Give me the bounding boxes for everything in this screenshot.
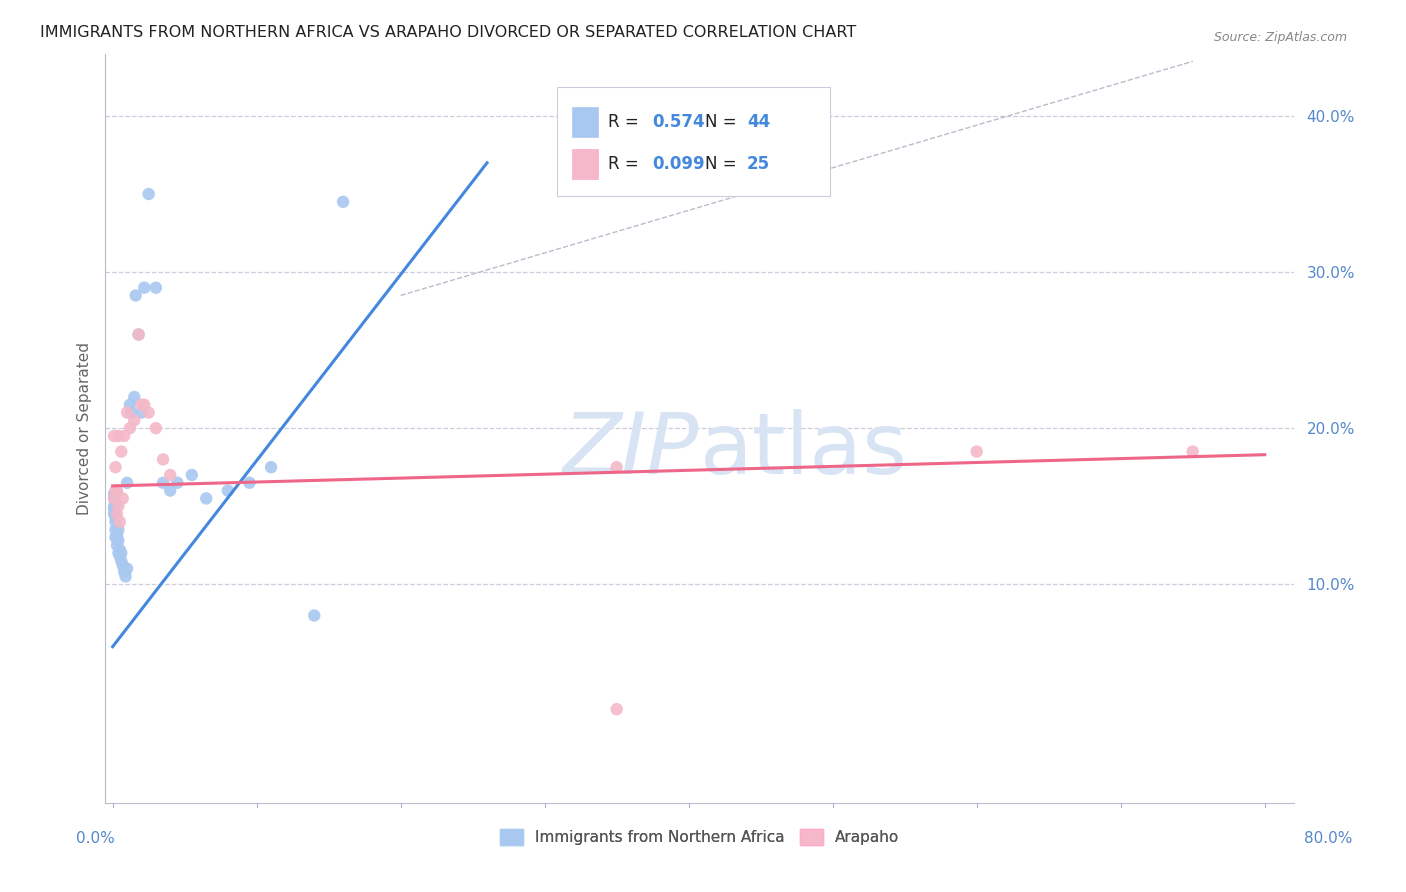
Point bbox=[103, 429, 125, 443]
FancyBboxPatch shape bbox=[572, 149, 599, 178]
Point bbox=[115, 405, 138, 420]
Point bbox=[260, 460, 283, 475]
Point bbox=[103, 487, 125, 501]
Point bbox=[180, 467, 202, 482]
Point bbox=[107, 546, 129, 560]
Point bbox=[107, 429, 129, 443]
FancyBboxPatch shape bbox=[572, 107, 599, 137]
Point bbox=[105, 507, 128, 521]
Point bbox=[134, 281, 156, 295]
Point bbox=[105, 530, 128, 544]
Point bbox=[145, 421, 167, 435]
Point bbox=[152, 452, 174, 467]
Point bbox=[195, 491, 218, 506]
Text: 25: 25 bbox=[747, 154, 770, 173]
Point bbox=[138, 405, 160, 420]
Point bbox=[104, 460, 127, 475]
Point bbox=[111, 558, 134, 573]
Point bbox=[332, 194, 354, 209]
Text: IMMIGRANTS FROM NORTHERN AFRICA VS ARAPAHO DIVORCED OR SEPARATED CORRELATION CHA: IMMIGRANTS FROM NORTHERN AFRICA VS ARAPA… bbox=[41, 25, 856, 40]
Point bbox=[128, 327, 150, 342]
Point bbox=[159, 467, 181, 482]
Text: N =: N = bbox=[706, 113, 742, 131]
Point bbox=[166, 475, 188, 490]
Point bbox=[108, 542, 131, 557]
Point bbox=[152, 475, 174, 490]
Point bbox=[118, 398, 141, 412]
Text: atlas: atlas bbox=[700, 409, 907, 492]
Point bbox=[238, 475, 260, 490]
Point bbox=[105, 538, 128, 552]
Text: ZIP: ZIP bbox=[564, 409, 700, 492]
Text: 0.0%: 0.0% bbox=[76, 831, 115, 846]
Point bbox=[104, 530, 127, 544]
Point bbox=[120, 405, 142, 420]
Point bbox=[112, 565, 135, 579]
Text: R =: R = bbox=[607, 113, 644, 131]
Text: 44: 44 bbox=[747, 113, 770, 131]
Point bbox=[108, 549, 131, 564]
Legend: Immigrants from Northern Africa, Arapaho: Immigrants from Northern Africa, Arapaho bbox=[494, 823, 905, 851]
Point bbox=[111, 491, 134, 506]
Point bbox=[159, 483, 181, 498]
Text: Source: ZipAtlas.com: Source: ZipAtlas.com bbox=[1213, 31, 1347, 45]
Point bbox=[1181, 444, 1204, 458]
Point bbox=[115, 475, 138, 490]
Point bbox=[606, 702, 628, 716]
Text: 0.574: 0.574 bbox=[652, 113, 704, 131]
Point bbox=[115, 562, 138, 576]
Point bbox=[103, 491, 125, 506]
Point bbox=[108, 515, 131, 529]
Point bbox=[104, 483, 127, 498]
Point bbox=[107, 523, 129, 537]
Point bbox=[304, 608, 326, 623]
Point bbox=[966, 444, 988, 458]
Text: 80.0%: 80.0% bbox=[1305, 831, 1353, 846]
Point bbox=[131, 405, 153, 420]
Y-axis label: Divorced or Separated: Divorced or Separated bbox=[76, 342, 91, 515]
Point bbox=[145, 281, 167, 295]
Point bbox=[104, 500, 127, 514]
Point bbox=[103, 491, 125, 506]
Point bbox=[103, 500, 125, 514]
Point bbox=[104, 510, 127, 524]
Point bbox=[110, 444, 132, 458]
Point bbox=[110, 554, 132, 568]
Point bbox=[125, 288, 148, 302]
FancyBboxPatch shape bbox=[557, 87, 830, 196]
Point bbox=[104, 523, 127, 537]
Point bbox=[122, 413, 145, 427]
Point bbox=[105, 527, 128, 541]
Text: 0.099: 0.099 bbox=[652, 154, 704, 173]
Point bbox=[131, 398, 153, 412]
Point bbox=[112, 429, 135, 443]
Point bbox=[103, 507, 125, 521]
Point bbox=[104, 515, 127, 529]
Point bbox=[606, 460, 628, 475]
Point bbox=[134, 398, 156, 412]
Point bbox=[107, 533, 129, 548]
Point bbox=[217, 483, 239, 498]
Point bbox=[103, 502, 125, 516]
Text: R =: R = bbox=[607, 154, 644, 173]
Point bbox=[118, 421, 141, 435]
Point bbox=[105, 483, 128, 498]
Text: N =: N = bbox=[706, 154, 742, 173]
Point bbox=[138, 187, 160, 202]
Point bbox=[107, 500, 129, 514]
Point bbox=[114, 569, 136, 583]
Point bbox=[128, 327, 150, 342]
Point bbox=[122, 390, 145, 404]
Point bbox=[110, 546, 132, 560]
